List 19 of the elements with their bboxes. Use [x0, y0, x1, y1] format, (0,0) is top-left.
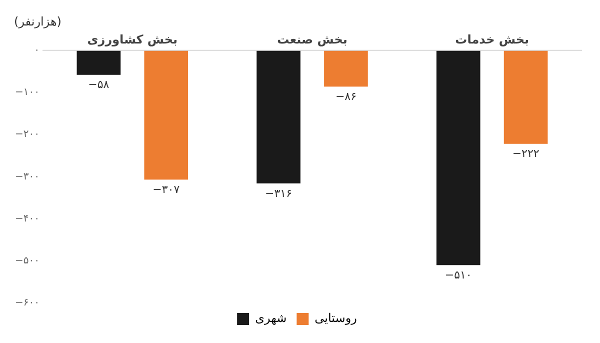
y-tick-label: −۱۰۰	[14, 87, 40, 98]
y-tick-label: ۰	[34, 44, 40, 56]
y-tick-label: −۲۰۰	[14, 129, 40, 140]
x-tick-label: بخش خدمات	[455, 32, 530, 46]
y-tick-label: −۶۰۰	[14, 298, 40, 309]
y-tick-label: −۴۰۰	[14, 213, 40, 224]
data-label: −۸۶	[335, 90, 356, 103]
legend-label: روستایی	[314, 311, 358, 326]
x-tick-label: بخش صنعت	[277, 32, 348, 46]
data-label: −۲۲۲	[512, 147, 540, 160]
data-label: −۵۱۰	[444, 268, 472, 282]
y-tick-label: −۵۰۰	[14, 255, 40, 266]
x-tick-label: بخش کشاورزی	[87, 32, 178, 46]
legend-label: شهری	[255, 311, 287, 326]
data-label: −۳۱۶	[265, 186, 292, 200]
y-axis-title: (هزارنفر)	[14, 14, 62, 29]
y-tick-label: −۳۰۰	[14, 171, 40, 182]
data-label: −۳۰۷	[152, 183, 180, 196]
data-label: −۵۸	[88, 78, 110, 92]
